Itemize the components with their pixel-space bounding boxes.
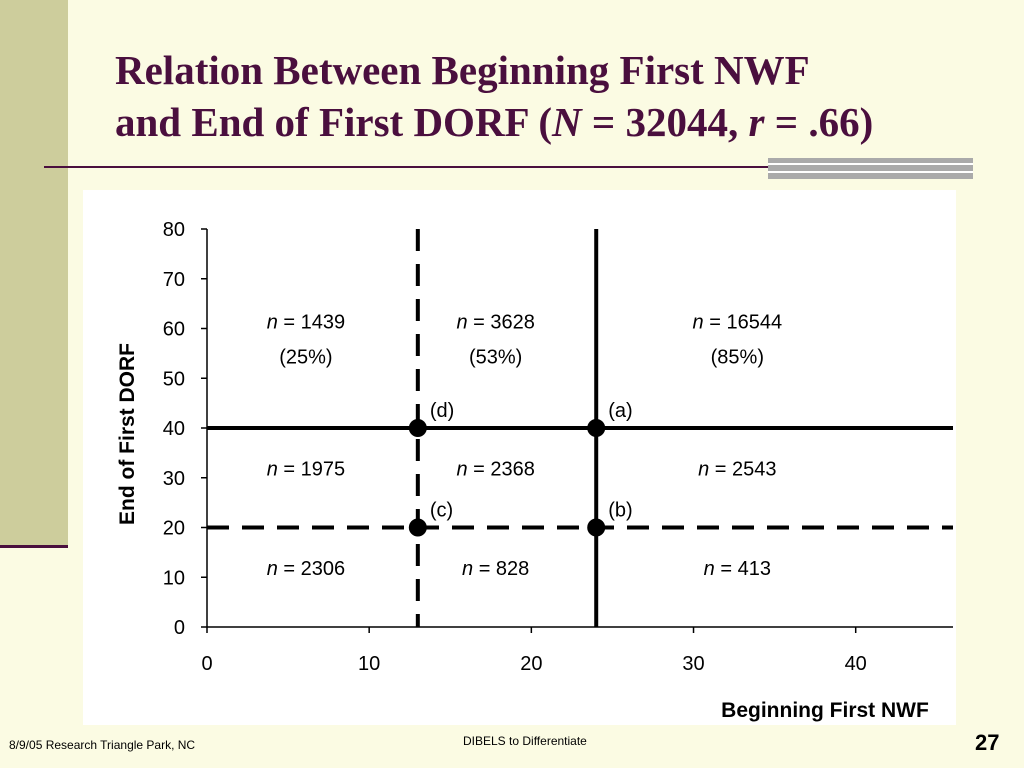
cell-count-label: n = 16544 bbox=[693, 312, 783, 334]
title-line-1: Relation Between Beginning First NWF bbox=[115, 47, 810, 93]
y-tick-label: 0 bbox=[174, 617, 185, 639]
title-line-2-prefix: and End of First DORF ( bbox=[115, 99, 552, 145]
y-tick-label: 60 bbox=[163, 319, 185, 341]
y-tick-label: 80 bbox=[163, 219, 185, 241]
chart-panel: 0 10 20 30 40 50 60 70 80 0 10 20 30 40 Beginning Firs… bbox=[83, 190, 956, 725]
y-tick-label: 10 bbox=[163, 567, 185, 589]
title-r-symbol: r bbox=[748, 99, 765, 145]
cell-count-label: n = 2306 bbox=[267, 558, 345, 580]
x-tick-label: 0 bbox=[201, 653, 212, 675]
x-tick-label: 10 bbox=[358, 653, 380, 675]
cell-count-label: n = 2368 bbox=[456, 458, 534, 480]
cell-count-label: n = 413 bbox=[704, 558, 771, 580]
point-label: (d) bbox=[430, 400, 454, 422]
y-axis-label: End of First DORF bbox=[116, 343, 139, 525]
y-tick-label: 40 bbox=[163, 418, 185, 440]
point-label: (c) bbox=[430, 500, 453, 522]
title-r-value: = .66) bbox=[764, 99, 874, 145]
sidebar-rule bbox=[0, 545, 68, 548]
cell-count-label: n = 828 bbox=[462, 558, 529, 580]
cell-percent-label: (25%) bbox=[279, 347, 332, 369]
x-axis-label: Beginning First NWF bbox=[721, 699, 929, 722]
title-divider bbox=[44, 166, 972, 168]
cell-count-label: n = 3628 bbox=[456, 312, 534, 334]
y-tick-label: 30 bbox=[163, 468, 185, 490]
slide-title: Relation Between Beginning First NWF and… bbox=[115, 44, 995, 148]
cell-percent-label: (53%) bbox=[469, 347, 522, 369]
cell-count-label: n = 2543 bbox=[698, 458, 776, 480]
data-point bbox=[408, 518, 427, 537]
point-label: (b) bbox=[608, 500, 632, 522]
decorative-bar bbox=[768, 158, 973, 179]
y-tick-label: 70 bbox=[163, 269, 185, 291]
sidebar-decoration bbox=[0, 0, 68, 545]
footer-event: 8/9/05 Research Triangle Park, NC bbox=[9, 738, 196, 752]
cell-percent-label: (85%) bbox=[711, 347, 764, 369]
x-tick-label: 20 bbox=[520, 653, 542, 675]
page-number: 27 bbox=[975, 730, 1000, 755]
footer-presentation-title: DIBELS to Differentiate bbox=[463, 734, 587, 748]
cell-count-label: n = 1439 bbox=[267, 312, 345, 334]
x-tick-label: 30 bbox=[682, 653, 704, 675]
data-point bbox=[587, 518, 606, 537]
title-n-value: = 32044, bbox=[581, 99, 749, 145]
cell-count-label: n = 1975 bbox=[267, 458, 345, 480]
y-tick-label: 20 bbox=[163, 518, 185, 540]
x-tick-label: 40 bbox=[845, 653, 867, 675]
data-point bbox=[408, 419, 427, 437]
y-tick-label: 50 bbox=[163, 368, 185, 390]
title-n-symbol: N bbox=[552, 99, 582, 145]
data-point bbox=[587, 419, 606, 437]
scatter-chart: 0 10 20 30 40 50 60 70 80 0 10 20 30 40 Beginning Firs… bbox=[116, 219, 953, 722]
point-label: (a) bbox=[608, 400, 632, 422]
